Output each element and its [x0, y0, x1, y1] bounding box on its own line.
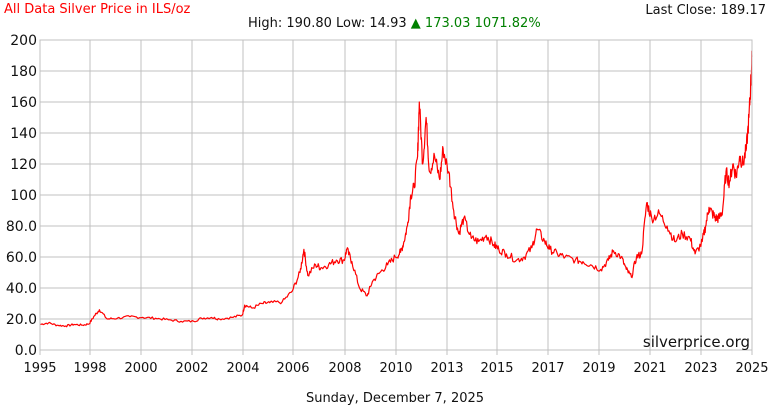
x-tick-label: 1995 — [23, 361, 56, 376]
x-tick-label: 2017 — [531, 361, 564, 376]
x-tick-label: 1998 — [73, 361, 106, 376]
x-tick-label: 2025 — [735, 361, 768, 376]
grid-lines — [39, 39, 753, 355]
x-axis-ticks: 1995 1998 2000 2002 2004 2006 2008 2010 2013 2015… — [23, 361, 768, 376]
x-tick-label: 2019 — [582, 361, 615, 376]
y-tick-label: 80.0 — [6, 219, 37, 235]
y-tick-label: 200 — [10, 33, 37, 49]
y-tick-label: 100 — [10, 188, 37, 204]
price-line — [39, 50, 753, 328]
plot-frame — [39, 39, 753, 351]
y-tick-label: 0.0 — [15, 343, 37, 359]
high-low-stats: High: 190.80 Low: 14.93 ▲ 173.03 1071.82… — [248, 16, 541, 31]
y-tick-label: 20.0 — [6, 312, 37, 328]
y-tick-label: 120 — [10, 157, 37, 173]
x-tick-label: 2002 — [175, 361, 208, 376]
footer-date: Sunday, December 7, 2025 — [305, 391, 485, 406]
y-tick-label: 140 — [10, 126, 37, 142]
x-tick-label: 2015 — [480, 361, 513, 376]
last-close-label: Last Close: 189.17 — [645, 3, 766, 18]
high-low-label: High: 190.80 Low: 14.93 — [248, 16, 407, 31]
x-tick-label: 2013 — [430, 361, 463, 376]
up-arrow-icon: ▲ — [410, 16, 421, 31]
y-tick-label: 60.0 — [6, 250, 37, 266]
x-tick-label: 2004 — [226, 361, 259, 376]
x-tick-label: 2006 — [276, 361, 309, 376]
watermark: silverprice.org — [643, 333, 750, 351]
x-tick-label: 2000 — [124, 361, 157, 376]
x-tick-label: 2021 — [633, 361, 666, 376]
x-tick-label: 2010 — [379, 361, 412, 376]
y-tick-label: 40.0 — [6, 281, 37, 297]
y-tick-label: 180 — [10, 64, 37, 80]
x-tick-label: 2008 — [328, 361, 361, 376]
y-axis-ticks: 0.0 20.0 40.0 60.0 80.0 100 120 140 160 180 200 — [6, 33, 37, 359]
y-tick-label: 160 — [10, 95, 37, 111]
chart-title: All Data Silver Price in ILS/oz — [4, 2, 191, 17]
x-tick-label: 2023 — [684, 361, 717, 376]
change-percent: 1071.82% — [474, 16, 541, 31]
change-value: 173.03 — [424, 16, 471, 31]
